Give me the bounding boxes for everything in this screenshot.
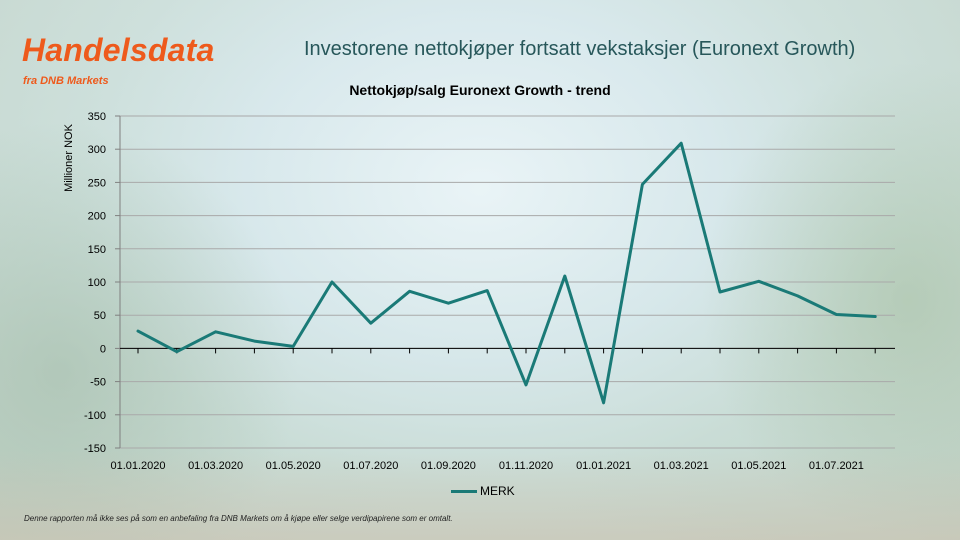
x-tick-label: 01.07.2020 [343,460,398,472]
chart-title: Nettokjøp/salg Euronext Growth - trend [349,82,611,98]
y-tick-label: 50 [94,310,106,322]
legend-label: MERK [480,484,515,498]
y-tick-label: 200 [88,211,106,223]
y-tick-label: 350 [88,111,106,123]
disclaimer-footer: Denne rapporten må ikke ses på som en an… [24,514,453,523]
axes [119,116,895,448]
legend: MERK [451,484,515,498]
series-line-merk [136,141,877,405]
x-tick-label: 01.03.2021 [654,460,709,472]
y-tick-label: 0 [100,343,106,355]
y-tick-label: 150 [88,244,106,256]
x-tick-label: 01.05.2020 [266,460,321,472]
y-tick-label: 250 [88,177,106,189]
legend-swatch [451,489,477,493]
y-tick-labels: -150 -100 -50 0 50 100 150 200 250 300 350 [84,111,106,455]
x-tick-labels: 01.01.2020 01.03.2020 01.05.2020 01.07.2020… [110,460,863,472]
y-tick-label: -150 [84,443,106,455]
y-tick-label: 100 [88,277,106,289]
x-tick-label: 01.01.2021 [576,460,631,472]
y-tick-label: -100 [84,410,106,422]
x-tick-label: 01.03.2020 [188,460,243,472]
y-tick-label: -50 [90,377,106,389]
y-tick-label: 300 [88,144,106,156]
logo-subtitle: fra DNB Markets [23,75,109,87]
gridlines [115,115,895,449]
slide-heading: Investorene nettokjøper fortsatt vekstak… [304,38,856,60]
x-tick-label: 01.09.2020 [421,460,476,472]
background-ground [0,450,960,540]
logo-title: Handelsdata [22,32,215,68]
x-tick-label: 01.05.2021 [731,460,786,472]
x-tick-label: 01.11.2020 [499,460,553,472]
series-merk [136,141,877,405]
x-tick-label: 01.01.2020 [110,460,165,472]
x-tick-label: 01.07.2021 [809,460,864,472]
